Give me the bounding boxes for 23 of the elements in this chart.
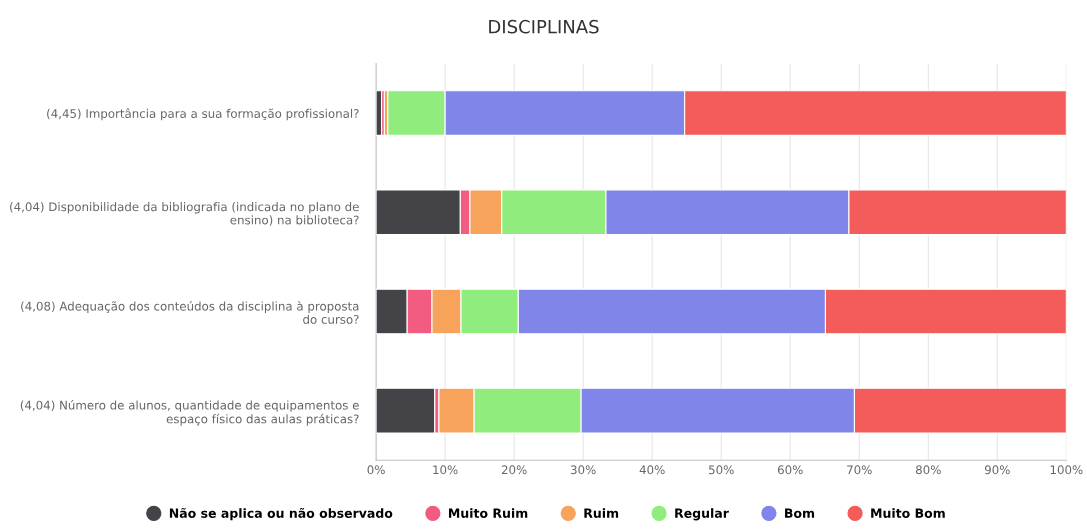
legend-label: Bom <box>785 508 815 518</box>
legend-label: Regular <box>675 508 729 521</box>
x-tick-label: 60% <box>777 465 803 475</box>
legend-label: Muito Ruim <box>449 508 528 518</box>
x-tick-label: 90% <box>984 465 1010 475</box>
legend-label: Ruim <box>584 508 619 518</box>
y-tick-label: (4,04) Disponibilidade da bibliografia (indicada no plano de ensino) na biblioteca? <box>10 202 359 226</box>
y-tick-label: (4,08) Adequação dos conteúdos da disciplina à proposta do curso? <box>21 301 359 324</box>
x-tick-label: 20% <box>501 465 527 475</box>
chart-title: DISCIPLINAS <box>489 19 599 34</box>
bar <box>376 387 436 434</box>
x-tick-label: 40% <box>639 465 665 475</box>
x-tick-label: 80% <box>915 465 941 475</box>
y-tick-label: (4,45) Importância para a sua formação profissional? <box>47 108 359 121</box>
legend-label: Muito Bom <box>871 508 945 518</box>
x-tick-label: 70% <box>847 465 872 475</box>
x-tick-label: 10% <box>433 465 458 475</box>
x-tick-label: 0% <box>367 465 385 475</box>
legend-label: Não se aplica ou não observado <box>169 507 393 521</box>
x-tick-label: 30% <box>570 465 596 475</box>
x-tick-label: 50% <box>709 465 734 475</box>
y-tick-label: (4,04) Número de alunos, quantidade de equipamentos e espaço físico das aulas práticas? <box>20 399 359 426</box>
x-tick-label: 100% <box>1050 465 1083 475</box>
